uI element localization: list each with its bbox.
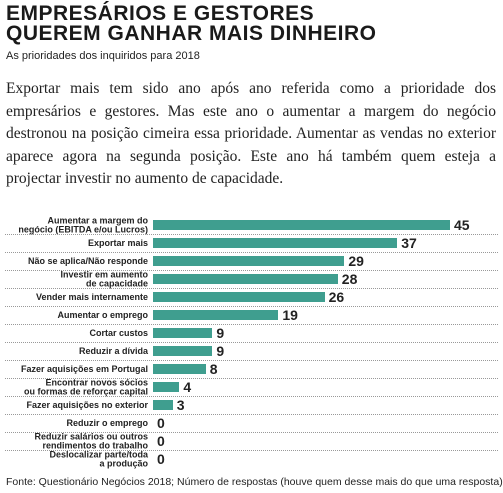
value-label: 0 [157,415,165,431]
value-label: 28 [341,271,358,287]
bar [153,274,338,284]
value-label: 8 [209,361,218,377]
bar [153,256,345,266]
bar [153,364,206,374]
value-label: 9 [216,325,225,341]
row-separator [5,306,498,307]
body-text: Exportar mais tem sido ano após ano refe… [6,80,496,187]
row-separator [5,234,498,235]
row-separator [5,450,498,451]
row-separator [5,396,498,397]
row-separator [5,270,498,271]
value-label: 4 [183,379,192,395]
category-label: Vender mais internamente [35,291,148,302]
category-label: Investir em aumento de capacidade [60,269,148,288]
category-label: Reduzir salários ou outros rendimentos d… [34,431,148,450]
value-label: 9 [216,343,225,359]
bar [153,400,173,410]
bar [153,238,398,248]
row-separator [5,324,498,325]
category-label: Fazer aquisições em Portugal [20,363,148,374]
row-separator [5,414,498,415]
row-separator [5,342,498,343]
category-label: Exportar mais [87,237,148,248]
value-label: 45 [454,217,470,233]
value-label: 37 [401,235,417,251]
category-label: Aumentar o emprego [57,309,148,320]
bar [153,310,279,320]
category-label: Encontrar novos sócios ou formas de refo… [23,377,148,396]
row-separator [5,252,498,253]
bar [153,328,213,338]
value-label: 29 [348,253,364,269]
value-label: 26 [328,289,345,305]
bar [153,292,325,302]
category-label: Deslocalizar parte/toda a produção [49,449,148,468]
category-label: Aumentar a margem do negócio (EBITDA e/o… [18,215,148,234]
subtitle: As prioridades dos inquiridos para 2018 [6,50,200,62]
bar [153,220,450,230]
source: Fonte: Questionário Negócios 2018; Númer… [6,476,503,488]
row-separator [5,378,498,379]
row-separator [5,360,498,361]
category-label: Não se aplica/Não responde [27,255,148,266]
category-label: Fazer aquisições no exterior [26,399,148,410]
value-label: 0 [157,433,165,449]
bar [153,346,213,356]
chart: Aumentar a margem do negócio (EBITDA e/o… [0,210,503,470]
bar [153,382,180,392]
value-label: 0 [157,451,165,467]
category-label: Cortar custos [89,327,148,338]
row-separator [5,432,498,433]
row-separator [5,288,498,289]
category-label: Reduzir a dívida [78,345,148,356]
chart-title: EMPRESÁRIOS E GESTORES QUEREM GANHAR MAI… [6,2,377,45]
category-label: Reduzir o emprego [66,417,148,428]
value-label: 3 [176,397,185,413]
value-label: 19 [282,307,298,323]
